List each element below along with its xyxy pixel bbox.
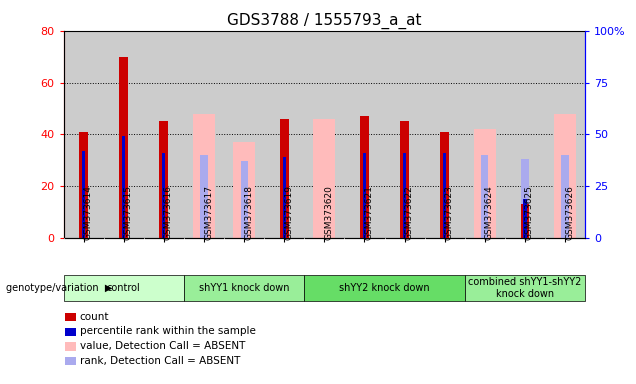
Text: GSM373623: GSM373623 — [445, 185, 453, 240]
Title: GDS3788 / 1555793_a_at: GDS3788 / 1555793_a_at — [227, 13, 422, 29]
Bar — [282, 157, 286, 238]
Bar — [440, 132, 449, 238]
Text: genotype/variation  ▶: genotype/variation ▶ — [6, 283, 113, 293]
Text: GSM373614: GSM373614 — [84, 185, 93, 240]
Bar — [523, 199, 527, 238]
Bar — [122, 136, 125, 238]
Text: combined shYY1-shYY2
knock down: combined shYY1-shYY2 knock down — [468, 277, 582, 299]
Bar — [443, 153, 446, 238]
Bar — [400, 121, 409, 238]
Bar — [200, 155, 207, 238]
Bar — [240, 161, 248, 238]
Text: GSM373615: GSM373615 — [124, 185, 133, 240]
Text: GSM373620: GSM373620 — [324, 185, 333, 240]
FancyBboxPatch shape — [304, 275, 465, 301]
Bar — [520, 204, 529, 238]
Bar — [193, 114, 215, 238]
Text: GSM373626: GSM373626 — [565, 185, 574, 240]
Bar — [82, 151, 85, 238]
FancyBboxPatch shape — [184, 275, 304, 301]
Bar — [474, 129, 496, 238]
FancyBboxPatch shape — [465, 275, 585, 301]
Bar — [80, 132, 88, 238]
Text: count: count — [80, 312, 109, 322]
FancyBboxPatch shape — [64, 275, 184, 301]
Bar — [562, 155, 569, 238]
Text: GSM373622: GSM373622 — [404, 185, 413, 240]
Text: GSM373625: GSM373625 — [525, 185, 534, 240]
Bar — [280, 155, 288, 238]
Text: value, Detection Call = ABSENT: value, Detection Call = ABSENT — [80, 341, 245, 351]
Text: GSM373621: GSM373621 — [364, 185, 373, 240]
Text: GSM373618: GSM373618 — [244, 185, 253, 240]
Bar — [233, 142, 255, 238]
Text: shYY2 knock down: shYY2 knock down — [339, 283, 430, 293]
Text: GSM373617: GSM373617 — [204, 185, 213, 240]
Text: percentile rank within the sample: percentile rank within the sample — [80, 326, 256, 336]
Bar — [120, 56, 128, 238]
Text: control: control — [107, 283, 141, 293]
Text: GSM373624: GSM373624 — [485, 185, 494, 240]
Bar — [522, 159, 529, 238]
Bar — [162, 153, 165, 238]
Bar — [403, 153, 406, 238]
Bar — [363, 153, 366, 238]
Text: GSM373616: GSM373616 — [164, 185, 173, 240]
Text: rank, Detection Call = ABSENT: rank, Detection Call = ABSENT — [80, 356, 240, 366]
Bar — [554, 114, 576, 238]
Bar — [481, 155, 488, 238]
Bar — [314, 119, 335, 238]
Text: shYY1 knock down: shYY1 knock down — [199, 283, 289, 293]
Bar — [360, 116, 369, 238]
Bar — [280, 119, 289, 238]
Text: GSM373619: GSM373619 — [284, 185, 293, 240]
Bar — [160, 121, 169, 238]
